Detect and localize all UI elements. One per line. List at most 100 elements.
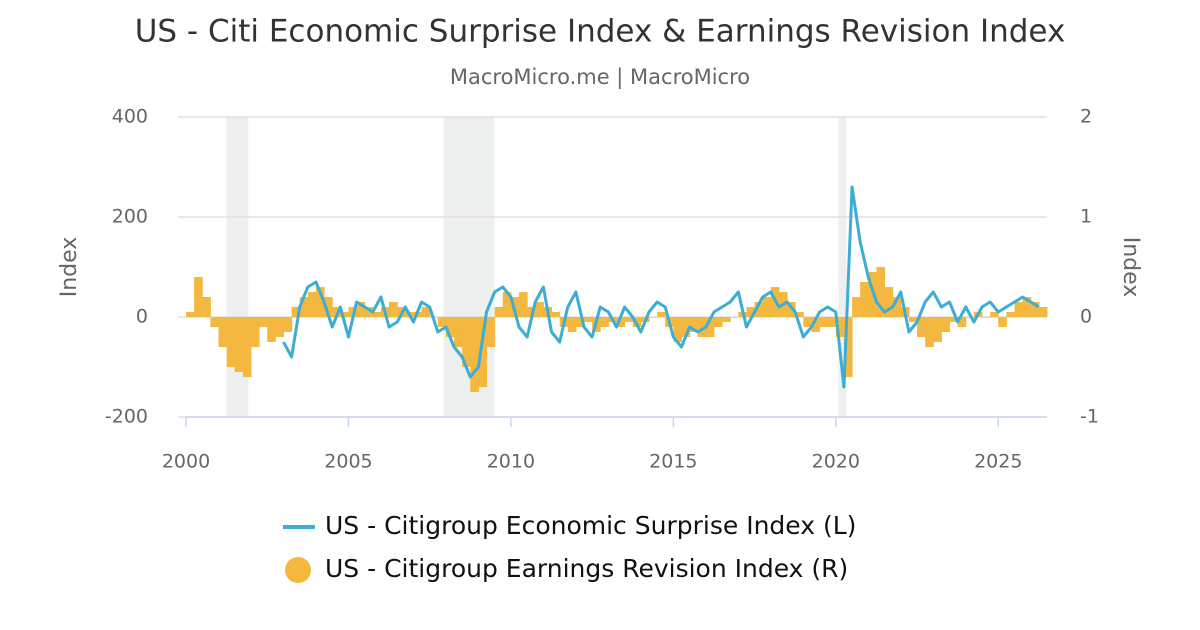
- bar: [1022, 297, 1032, 317]
- bar: [421, 307, 431, 317]
- bar: [218, 317, 228, 347]
- bar: [673, 317, 682, 342]
- line: [282, 185, 1040, 389]
- bar: [982, 317, 991, 318]
- bar: [584, 317, 593, 322]
- bar: [437, 317, 447, 327]
- bar: [795, 312, 804, 317]
- bar: [1006, 312, 1016, 317]
- bar: [299, 297, 309, 317]
- y-tick-label: 200: [112, 206, 148, 228]
- bar: [884, 287, 894, 317]
- bar: [835, 317, 845, 337]
- bar: [803, 317, 812, 327]
- y2-tick-label: -1: [1080, 406, 1099, 428]
- bar: [1014, 302, 1024, 317]
- bar: [275, 317, 284, 337]
- bar: [754, 302, 764, 317]
- y-tick-label: -200: [105, 406, 148, 428]
- bar: [340, 312, 349, 317]
- y-axis-label: Index: [57, 237, 82, 298]
- bar: [657, 312, 666, 317]
- bar: [478, 317, 488, 387]
- bar: [210, 317, 219, 327]
- bar: [957, 317, 967, 327]
- legend-label[interactable]: US - Citigroup Economic Surprise Index (…: [325, 511, 856, 540]
- bar: [648, 317, 658, 318]
- bar: [746, 307, 756, 317]
- bar: [1030, 302, 1040, 317]
- y2-tick-label: 0: [1080, 306, 1092, 328]
- bar: [551, 312, 561, 317]
- x-tick-label: 2020: [812, 451, 860, 473]
- bar: [234, 317, 244, 372]
- bar: [925, 317, 934, 347]
- bar: [315, 287, 325, 317]
- bar: [364, 307, 374, 317]
- bar: [372, 312, 382, 317]
- bar: [267, 317, 276, 342]
- bar: [908, 317, 918, 322]
- bar: [575, 317, 585, 327]
- chart-title: US - Citi Economic Surprise Index & Earn…: [135, 14, 1066, 50]
- bar: [600, 317, 609, 327]
- bar: [697, 317, 707, 337]
- bar: [519, 292, 528, 317]
- bar: [730, 317, 739, 318]
- bar: [843, 317, 853, 377]
- bar: [762, 297, 772, 317]
- bar: [892, 297, 902, 317]
- bar: [917, 317, 926, 337]
- y2-axis-label: Index: [1118, 237, 1143, 298]
- bar: [722, 317, 731, 322]
- bar: [535, 302, 544, 317]
- bar: [259, 317, 268, 327]
- bar: [681, 317, 691, 337]
- chart-subtitle: MacroMicro.me | MacroMicro: [450, 65, 750, 90]
- bar: [389, 302, 398, 317]
- bar: [689, 317, 699, 332]
- bar: [510, 297, 520, 317]
- x-tick-label: 2025: [974, 451, 1022, 473]
- legend-label[interactable]: US - Citigroup Earnings Revision Index (…: [325, 554, 848, 583]
- bar: [324, 297, 333, 317]
- bar: [567, 317, 577, 332]
- bar: [1038, 307, 1048, 317]
- bar: [876, 267, 886, 317]
- bar: [283, 317, 293, 332]
- y2-tick-label: 1: [1080, 206, 1092, 228]
- bar: [194, 277, 203, 317]
- y-tick-label: 400: [112, 106, 148, 128]
- bar: [250, 317, 260, 347]
- bar: [990, 312, 999, 317]
- bar: [949, 317, 959, 322]
- legend-symbol: [285, 557, 311, 583]
- bar: [445, 317, 455, 337]
- bar: [291, 307, 301, 317]
- bar: [705, 317, 715, 337]
- bar: [356, 302, 366, 317]
- bar: [494, 307, 504, 317]
- recession-shade: [838, 117, 847, 417]
- bar: [186, 312, 195, 317]
- bar: [486, 317, 496, 347]
- bar: [941, 317, 951, 332]
- y-tick-label: 0: [136, 306, 148, 328]
- x-tick-label: 2015: [649, 451, 697, 473]
- y2-tick-label: 2: [1080, 106, 1092, 128]
- bar: [933, 317, 942, 342]
- bar: [852, 297, 861, 317]
- bar: [811, 317, 821, 332]
- bar: [713, 317, 723, 327]
- bar: [616, 317, 626, 327]
- x-tick-label: 2010: [487, 451, 535, 473]
- bar: [462, 317, 471, 367]
- bar: [860, 282, 869, 317]
- bar: [242, 317, 252, 377]
- bar: [226, 317, 236, 367]
- bar: [202, 297, 211, 317]
- bar: [502, 292, 512, 317]
- bar: [998, 317, 1007, 327]
- x-tick-label: 2000: [162, 451, 210, 473]
